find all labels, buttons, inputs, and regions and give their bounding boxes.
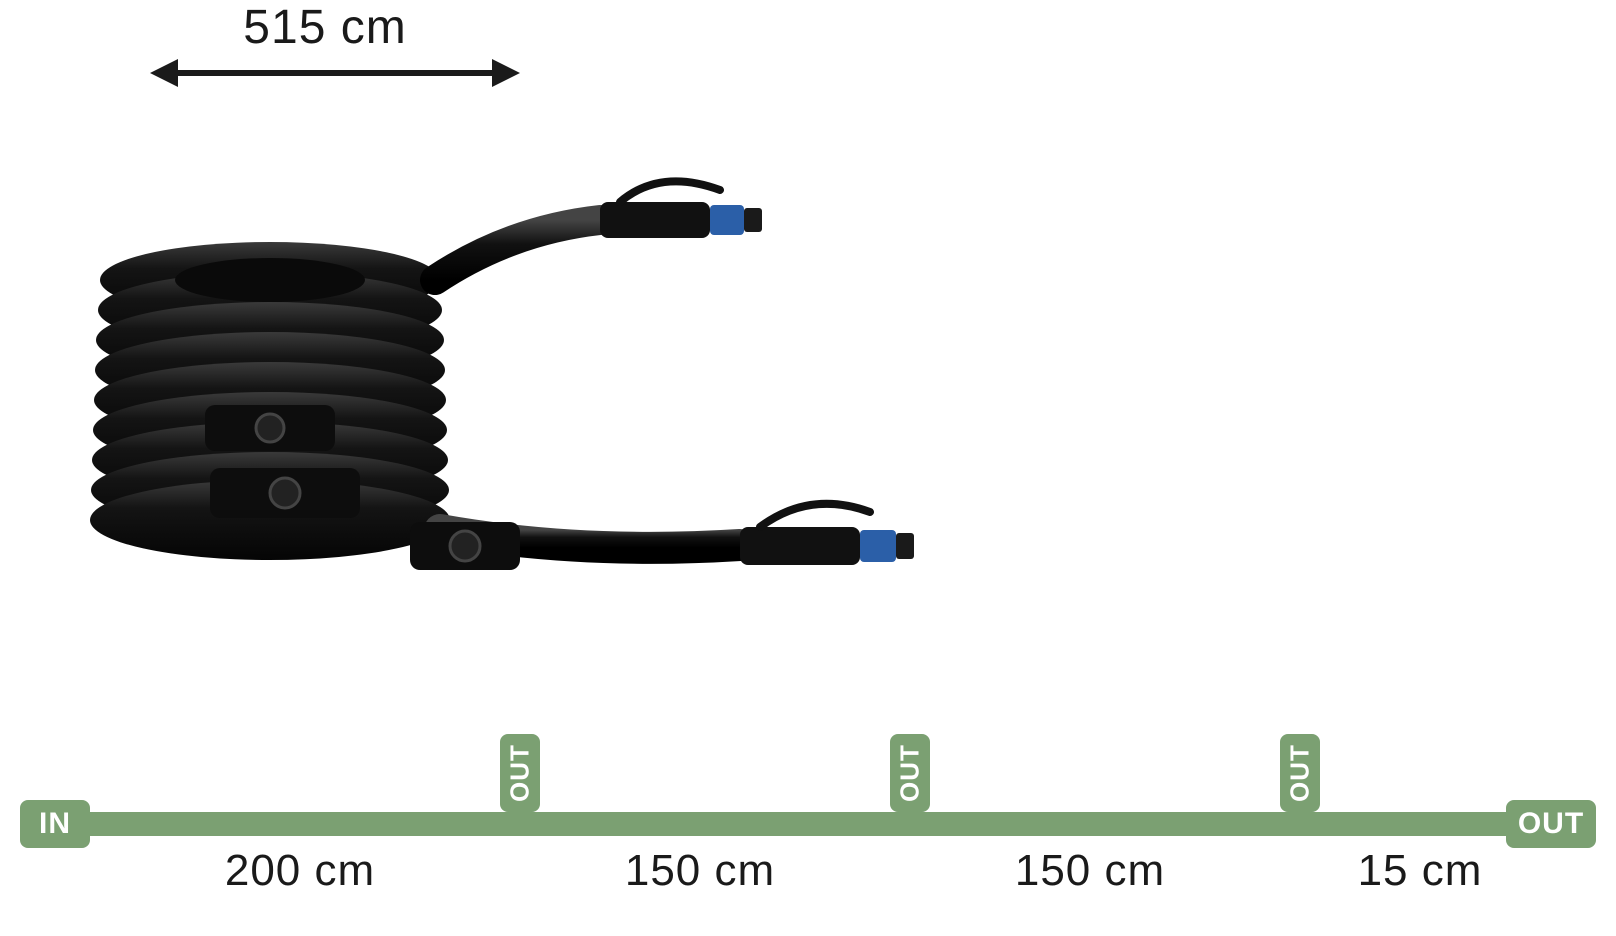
segment-label-3: 15 cm — [1358, 846, 1483, 896]
cable-illustration — [80, 150, 980, 630]
segment-label-1: 150 cm — [625, 846, 775, 896]
dimension-arrow — [150, 63, 520, 83]
top-dimension: 515 cm — [150, 0, 500, 83]
out-badge-2-label: OUT — [895, 744, 926, 802]
schematic-track — [20, 812, 1596, 836]
t-splitter-3 — [410, 522, 520, 570]
out-badge-2: OUT — [890, 734, 930, 812]
out-badge-end: OUT — [1506, 800, 1596, 848]
segment-label-0: 200 cm — [225, 846, 375, 896]
out-badge-1-label: OUT — [505, 744, 536, 802]
out-badge-3: OUT — [1280, 734, 1320, 812]
connector-bottom — [740, 504, 914, 565]
out-badge-1: OUT — [500, 734, 540, 812]
schematic-bar: IN OUT OUT OUT OUT 200 cm 150 cm 150 cm … — [20, 726, 1596, 906]
segment-label-2: 150 cm — [1015, 846, 1165, 896]
in-badge-label: IN — [39, 807, 71, 841]
t-splitter-1 — [205, 405, 335, 451]
out-badge-end-label: OUT — [1518, 807, 1584, 841]
in-badge: IN — [20, 800, 90, 848]
top-dimension-label: 515 cm — [150, 0, 500, 55]
out-badge-3-label: OUT — [1285, 744, 1316, 802]
t-splitter-2 — [210, 468, 360, 518]
connector-top — [600, 181, 762, 238]
